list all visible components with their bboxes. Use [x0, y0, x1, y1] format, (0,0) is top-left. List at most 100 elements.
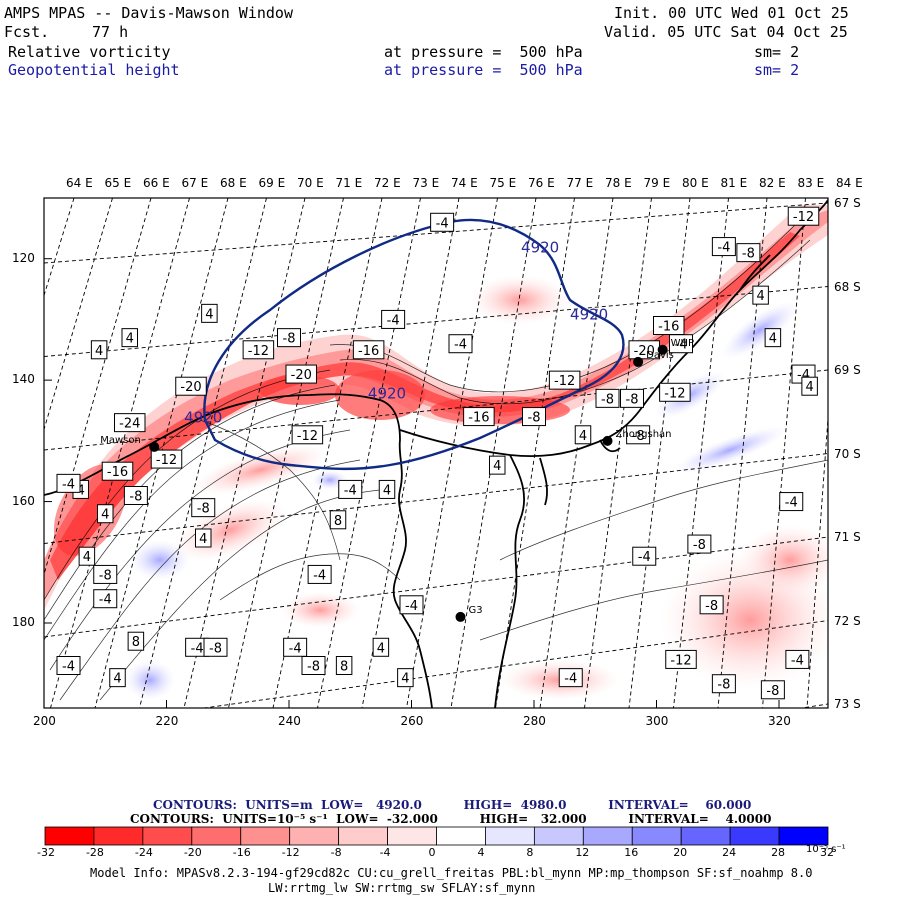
- svg-text:4: 4: [95, 344, 103, 359]
- field1-name: Relative vorticity: [8, 43, 171, 61]
- valid-time: Valid. 05 UTC Sat 04 Oct 25: [604, 23, 848, 41]
- meridian-line: [806, 412, 828, 708]
- forecast-hour: 77 h: [92, 23, 129, 41]
- svg-text:4: 4: [101, 508, 109, 523]
- axis-ticks: [43, 258, 780, 708]
- colorbar-tick-label: 4: [477, 846, 485, 859]
- field1-level: at pressure = 500 hPa: [384, 43, 583, 61]
- vorticity-label: -8: [736, 243, 761, 263]
- svg-text:4: 4: [383, 483, 391, 498]
- vorticity-label: -4: [711, 237, 736, 257]
- svg-text:4: 4: [493, 459, 501, 474]
- longitude-label: 76 E: [528, 176, 555, 190]
- height-label: 4920: [368, 384, 406, 402]
- svg-text:-4: -4: [62, 660, 75, 675]
- colorbar-tick-label: 0: [428, 846, 436, 859]
- svg-text:4: 4: [579, 429, 587, 444]
- svg-text:-8: -8: [307, 660, 320, 675]
- svg-text:-4: -4: [638, 550, 651, 565]
- vorticity-label: -8: [626, 425, 651, 445]
- vorticity-label: 4: [121, 328, 138, 348]
- parallel-line: [44, 202, 828, 264]
- vorticity-label: 8: [127, 631, 145, 651]
- vorticity-label: 4: [764, 328, 782, 348]
- svg-text:-8: -8: [626, 392, 639, 407]
- svg-text:4: 4: [126, 332, 134, 347]
- svg-text:-8: -8: [766, 684, 779, 699]
- plot-frame: [43, 197, 829, 709]
- longitude-label: 73 E: [412, 176, 440, 190]
- station-marker: Mawson: [100, 435, 160, 452]
- vorticity-label: 4: [195, 528, 212, 548]
- graticule: [44, 198, 828, 708]
- longitude-label: 80 E: [682, 176, 709, 190]
- colorbar-swatch: [93, 826, 144, 846]
- svg-text:-8: -8: [209, 641, 222, 656]
- colorbar-swatch: [191, 826, 242, 846]
- vorticity-label: -4: [56, 473, 81, 493]
- meridian-line: [228, 198, 344, 708]
- vorticity-label: -8: [93, 564, 118, 584]
- vorticity-label: -8: [301, 656, 326, 675]
- svg-text:4: 4: [756, 289, 764, 304]
- colorbar-tick-label: -8: [330, 846, 342, 859]
- vorticity-label: -8: [595, 388, 620, 408]
- vorticity-label: 4: [801, 376, 818, 396]
- vorticity-label: 4: [109, 668, 126, 688]
- longitude-label: 64 E: [66, 176, 93, 190]
- y-tick-label: 180: [12, 615, 35, 629]
- longitude-label: 67 E: [181, 176, 209, 190]
- longitude-label: 65 E: [104, 176, 132, 190]
- x-tick-label: 320: [768, 714, 791, 728]
- colorbar-swatch: [289, 826, 340, 846]
- longitude-label: 66 E: [143, 176, 170, 190]
- svg-text:-4: -4: [675, 338, 688, 353]
- vorticity-label: -4: [632, 546, 657, 566]
- vorticity-label: -4: [185, 637, 210, 657]
- vorticity-label: -8: [522, 407, 546, 427]
- svg-text:-12: -12: [156, 453, 177, 468]
- vorticity-label: -16: [352, 340, 385, 360]
- parallel-line: [201, 620, 828, 708]
- svg-text:-4: -4: [785, 496, 798, 511]
- svg-text:-20: -20: [634, 344, 655, 359]
- vorticity-label: -16: [653, 316, 685, 335]
- longitude-label: 82 E: [759, 176, 786, 190]
- svg-text:4: 4: [769, 332, 777, 347]
- svg-text:-8: -8: [528, 411, 541, 426]
- x-tick-label: 200: [33, 714, 56, 728]
- meridian-line: [628, 198, 691, 708]
- meridian-line: [94, 198, 229, 708]
- colorbar: [44, 826, 829, 846]
- svg-text:Zhongshan: Zhongshan: [616, 429, 672, 440]
- svg-text:-24: -24: [119, 417, 140, 432]
- svg-text:-4: -4: [62, 477, 75, 492]
- longitude-label: 74 E: [451, 176, 478, 190]
- longitude-label: 78 E: [605, 176, 632, 190]
- colorbar-swatch: [533, 826, 584, 846]
- colorbar-swatch: [485, 826, 535, 846]
- colorbar-tick-label: 12: [575, 846, 590, 859]
- vorticity-label: -8: [620, 388, 644, 408]
- vorticity-label: 4: [489, 455, 506, 475]
- svg-text:-8: -8: [742, 247, 755, 262]
- longitude-label: 79 E: [643, 176, 671, 190]
- colorbar-swatch: [338, 826, 388, 846]
- y-tick-label: 120: [12, 250, 35, 265]
- colorbar-tick-label: -12: [281, 846, 300, 859]
- station-marker: Davis: [633, 350, 674, 367]
- colorbar-swatch: [387, 826, 437, 846]
- meridian-line: [361, 198, 460, 708]
- colorbar-tick-label: 8: [526, 846, 534, 859]
- latitude-label: 69 S: [834, 363, 861, 377]
- meridian-line: [762, 198, 806, 708]
- colorbar-swatch: [142, 826, 193, 846]
- vorticity-label: -8: [277, 328, 301, 348]
- svg-text:-8: -8: [129, 490, 142, 505]
- colorbar-swatch: [778, 826, 829, 846]
- vorticity-label: -4: [56, 656, 81, 675]
- svg-text:4: 4: [77, 483, 85, 498]
- vorticity-label: -8: [699, 595, 724, 615]
- vorticity-label: -8: [760, 680, 785, 700]
